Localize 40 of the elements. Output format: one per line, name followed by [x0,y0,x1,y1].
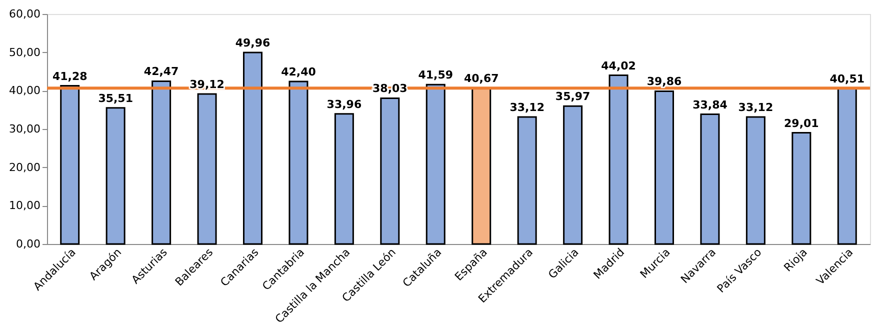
data-label: 29,01 [784,116,819,130]
data-label: 35,97 [555,90,590,104]
data-label: 41,28 [52,70,88,83]
data-label: 33,12 [510,101,544,114]
data-label: 42,47 [144,65,179,78]
data-label: 33,96 [326,98,362,111]
bar [197,93,217,245]
bar [700,114,720,245]
data-label: 40,51 [830,72,865,86]
bar [517,116,537,245]
bar [426,84,446,245]
data-label: 41,59 [418,68,454,82]
y-tick-label: 0,00 [16,238,40,250]
data-label: 33,84 [692,98,728,112]
bar [654,90,674,245]
bar [563,105,583,245]
data-label: 33,12 [738,101,774,114]
data-label: 42,40 [281,65,316,78]
bar [746,116,766,245]
bar [152,80,172,245]
data-label: 49,96 [235,36,270,50]
data-label: 40,67 [464,72,499,86]
y-tick-label: 10,00 [9,199,40,212]
y-tick-label: 30,00 [9,122,40,136]
bar [60,85,80,245]
y-tick-label: 60,00 [9,8,40,20]
y-tick-label: 40,00 [9,84,40,98]
bar [106,107,126,245]
data-label: 39,86 [646,75,682,88]
data-label: 44,02 [601,59,636,72]
bar [837,88,857,245]
bar [288,80,308,245]
bar [792,132,812,245]
y-tick-label: 50,00 [9,46,40,59]
bar [380,97,400,245]
bar [334,113,354,245]
data-label: 35,51 [98,92,133,105]
bar [243,52,262,245]
y-tick-label: 20,00 [9,160,40,174]
bar [608,74,628,245]
